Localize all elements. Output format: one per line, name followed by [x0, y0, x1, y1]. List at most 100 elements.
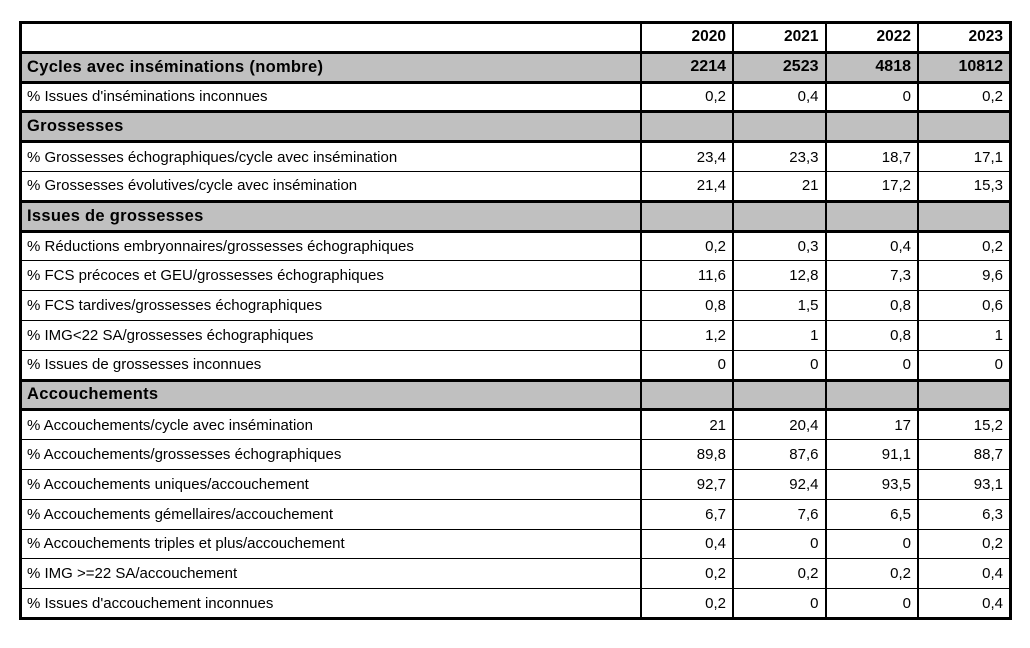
row-label-cell: % Accouchements gémellaires/accouchement	[19, 498, 642, 530]
value-cell: 87,6	[732, 439, 827, 470]
value-cell: 0,4	[732, 81, 827, 113]
value-cell: 88,7	[917, 439, 1012, 470]
table-row-section: Accouchements	[19, 378, 1012, 412]
row-label-cell: Accouchements	[19, 378, 642, 412]
table-row-data: % Grossesses évolutives/cycle avec insém…	[19, 170, 1012, 202]
corner-cell	[19, 22, 642, 54]
value-cell: 0,2	[639, 558, 734, 590]
table-row-data: % Accouchements/cycle avec insémination 2…	[19, 409, 1012, 441]
value-cell: 91,1	[824, 439, 919, 470]
value-cell: 11,6	[639, 260, 734, 292]
value-cell: 93,5	[824, 468, 919, 500]
value-cell: 92,4	[732, 468, 827, 500]
table-row-data: % Réductions embryonnaires/grossesses éc…	[19, 230, 1012, 262]
insemination-stats-table: 2020 2021 2022 2023 Cycles avec inséminatio…	[19, 21, 1012, 620]
row-label-cell: % Accouchements triples et plus/accouche…	[19, 528, 642, 560]
table-row-data: % IMG<22 SA/grossesses échographiques 1,2…	[19, 319, 1012, 351]
table-row-data: % FCS tardives/grossesses échographiques…	[19, 290, 1012, 321]
value-cell: 17,1	[917, 141, 1012, 172]
table-row-data: % Issues d'accouchement inconnues 0,2 0 0 0,…	[19, 588, 1012, 619]
row-label-cell: % Grossesses échographiques/cycle avec i…	[19, 141, 642, 172]
row-label-cell: % FCS tardives/grossesses échographiques	[19, 290, 642, 321]
row-label-cell: Grossesses	[19, 110, 642, 144]
row-label-cell: % Réductions embryonnaires/grossesses éc…	[19, 230, 642, 262]
value-cell: 9,6	[917, 260, 1012, 292]
value-cell: 21	[732, 170, 827, 202]
value-cell: 89,8	[639, 439, 734, 470]
value-cell: 6,7	[639, 498, 734, 530]
row-label-cell: % FCS précoces et GEU/grossesses échogra…	[19, 260, 642, 292]
row-label-cell: % Accouchements/grossesses échographique…	[19, 439, 642, 470]
value-cell: 0	[824, 528, 919, 560]
value-cell: 18,7	[824, 141, 919, 172]
value-cell: 0,2	[639, 230, 734, 262]
table-row-total: Cycles avec inséminations (nombre) 2214 25…	[19, 50, 1012, 84]
table-row-data: % IMG >=22 SA/accouchement 0,2 0,2 0,2 0,4	[19, 558, 1012, 590]
row-label-cell: Cycles avec inséminations (nombre)	[19, 50, 642, 84]
value-cell: 0,2	[917, 81, 1012, 113]
table-row-data: % FCS précoces et GEU/grossesses échogra…	[19, 260, 1012, 292]
value-cell: 2214	[639, 50, 734, 84]
year-header-cell: 2021	[732, 22, 827, 54]
value-cell: 0	[732, 528, 827, 560]
value-cell: 0,6	[917, 290, 1012, 321]
value-cell: 0	[824, 81, 919, 113]
value-cell: 15,2	[917, 409, 1012, 441]
table-body: Cycles avec inséminations (nombre) 2214 25…	[19, 50, 1012, 619]
row-label-cell: Issues de grossesses	[19, 199, 642, 233]
value-cell: 0,2	[639, 588, 734, 619]
value-cell: 0	[639, 349, 734, 381]
value-cell: 23,3	[732, 141, 827, 172]
value-cell: 10812	[917, 50, 1012, 84]
table-row-data: % Issues de grossesses inconnues 0 0 0 0	[19, 349, 1012, 381]
value-cell: 0,3	[732, 230, 827, 262]
value-cell: 4818	[824, 50, 919, 84]
value-cell: 0,8	[639, 290, 734, 321]
value-cell: 0	[917, 349, 1012, 381]
value-cell: 93,1	[917, 468, 1012, 500]
row-label-cell: % Grossesses évolutives/cycle avec insém…	[19, 170, 642, 202]
value-cell: 92,7	[639, 468, 734, 500]
row-label-cell: % Issues d'accouchement inconnues	[19, 588, 642, 619]
value-cell: 7,6	[732, 498, 827, 530]
year-header-cell: 2023	[917, 22, 1012, 54]
value-cell	[917, 199, 1012, 233]
value-cell	[824, 199, 919, 233]
value-cell: 0,8	[824, 319, 919, 351]
value-cell: 0,2	[917, 230, 1012, 262]
value-cell: 1,2	[639, 319, 734, 351]
year-header-row: 2020 2021 2022 2023	[19, 22, 1012, 54]
value-cell: 23,4	[639, 141, 734, 172]
value-cell: 0,4	[824, 230, 919, 262]
table-row-data: % Grossesses échographiques/cycle avec i…	[19, 141, 1012, 172]
value-cell	[732, 110, 827, 144]
value-cell: 1,5	[732, 290, 827, 321]
value-cell: 20,4	[732, 409, 827, 441]
value-cell	[639, 378, 734, 412]
value-cell: 6,3	[917, 498, 1012, 530]
value-cell	[732, 199, 827, 233]
value-cell: 7,3	[824, 260, 919, 292]
value-cell	[917, 110, 1012, 144]
value-cell: 0,2	[639, 81, 734, 113]
row-label-cell: % Issues de grossesses inconnues	[19, 349, 642, 381]
year-header-cell: 2022	[824, 22, 919, 54]
value-cell: 0	[824, 349, 919, 381]
value-cell	[824, 110, 919, 144]
table-row-data: % Accouchements uniques/accouchement 92,7…	[19, 468, 1012, 500]
value-cell: 21	[639, 409, 734, 441]
value-cell: 6,5	[824, 498, 919, 530]
value-cell: 17	[824, 409, 919, 441]
year-header-cell: 2020	[639, 22, 734, 54]
value-cell: 0,8	[824, 290, 919, 321]
value-cell: 0	[732, 349, 827, 381]
value-cell: 0,2	[732, 558, 827, 590]
value-cell: 21,4	[639, 170, 734, 202]
value-cell: 0,2	[824, 558, 919, 590]
value-cell	[639, 199, 734, 233]
value-cell: 15,3	[917, 170, 1012, 202]
value-cell	[917, 378, 1012, 412]
value-cell	[824, 378, 919, 412]
table-row-data: % Accouchements/grossesses échographique…	[19, 439, 1012, 470]
